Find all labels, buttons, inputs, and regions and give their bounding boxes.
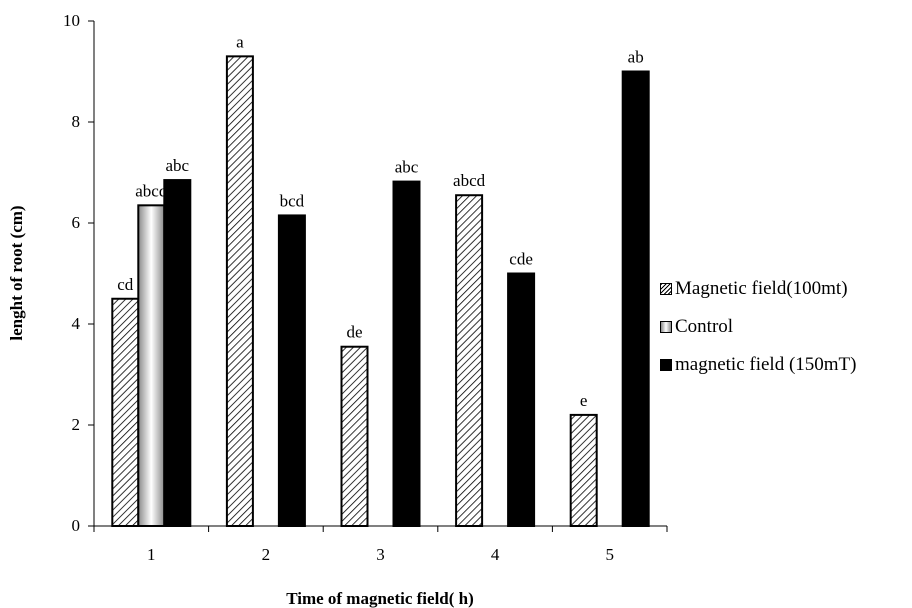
legend-item-control: Control [660,308,857,346]
legend-item-magnetic-150: magnetic field (150mT) [660,346,857,384]
bar-magnetic-150 [621,70,650,527]
x-tick-label: 3 [376,545,385,564]
bar-magnetic-150 [392,180,421,527]
bar-magnetic-100 [111,297,140,527]
legend: Magnetic field(100mt) Control magnetic f… [660,270,857,384]
y-tick-label: 8 [72,112,81,131]
y-axis-title: lenght of root (cm) [7,205,26,340]
legend-label: Control [675,316,734,337]
legend-swatch-gradient-icon [660,321,672,333]
x-axis-title: Time of magnetic field( h) [286,589,474,608]
y-tick-label: 4 [72,314,81,333]
y-tick-label: 6 [72,213,81,232]
data-label: a [236,32,244,51]
bar-control [137,204,166,527]
legend-label: magnetic field (150mT) [675,354,857,375]
data-label: abc [166,156,190,175]
legend-label: Magnetic field(100mt) [675,278,848,299]
bar-magnetic-100 [225,55,254,527]
bar-magnetic-100 [455,194,484,527]
y-tick-label: 2 [72,415,81,434]
bar-magnetic-150 [277,214,306,528]
x-tick-label: 2 [262,545,271,564]
y-tick-label: 0 [72,516,81,535]
bar-magnetic-150 [507,272,536,527]
data-label: abcd [453,171,486,190]
data-label: bcd [280,191,305,210]
legend-swatch-hatch-icon [660,283,672,295]
data-label: cd [117,275,134,294]
data-label: abcd [135,181,168,200]
data-label: ab [628,48,644,67]
data-label: cde [509,250,533,269]
legend-swatch-solid-icon [660,359,672,371]
legend-item-magnetic-100: Magnetic field(100mt) [660,270,857,308]
y-ticks: 0 2 4 6 8 10 [63,11,94,535]
data-label: e [580,391,588,410]
x-tick-label: 5 [605,545,614,564]
bar-magnetic-100 [340,345,369,527]
x-ticks: 1 2 3 4 5 [93,526,668,564]
y-tick-label: 10 [63,11,80,30]
data-label: abc [395,158,419,177]
bars [111,55,650,528]
bar-magnetic-150 [163,179,192,527]
x-tick-label: 4 [491,545,500,564]
x-tick-label: 1 [147,545,156,564]
bar-magnetic-100 [569,413,598,527]
data-label: de [346,323,362,342]
